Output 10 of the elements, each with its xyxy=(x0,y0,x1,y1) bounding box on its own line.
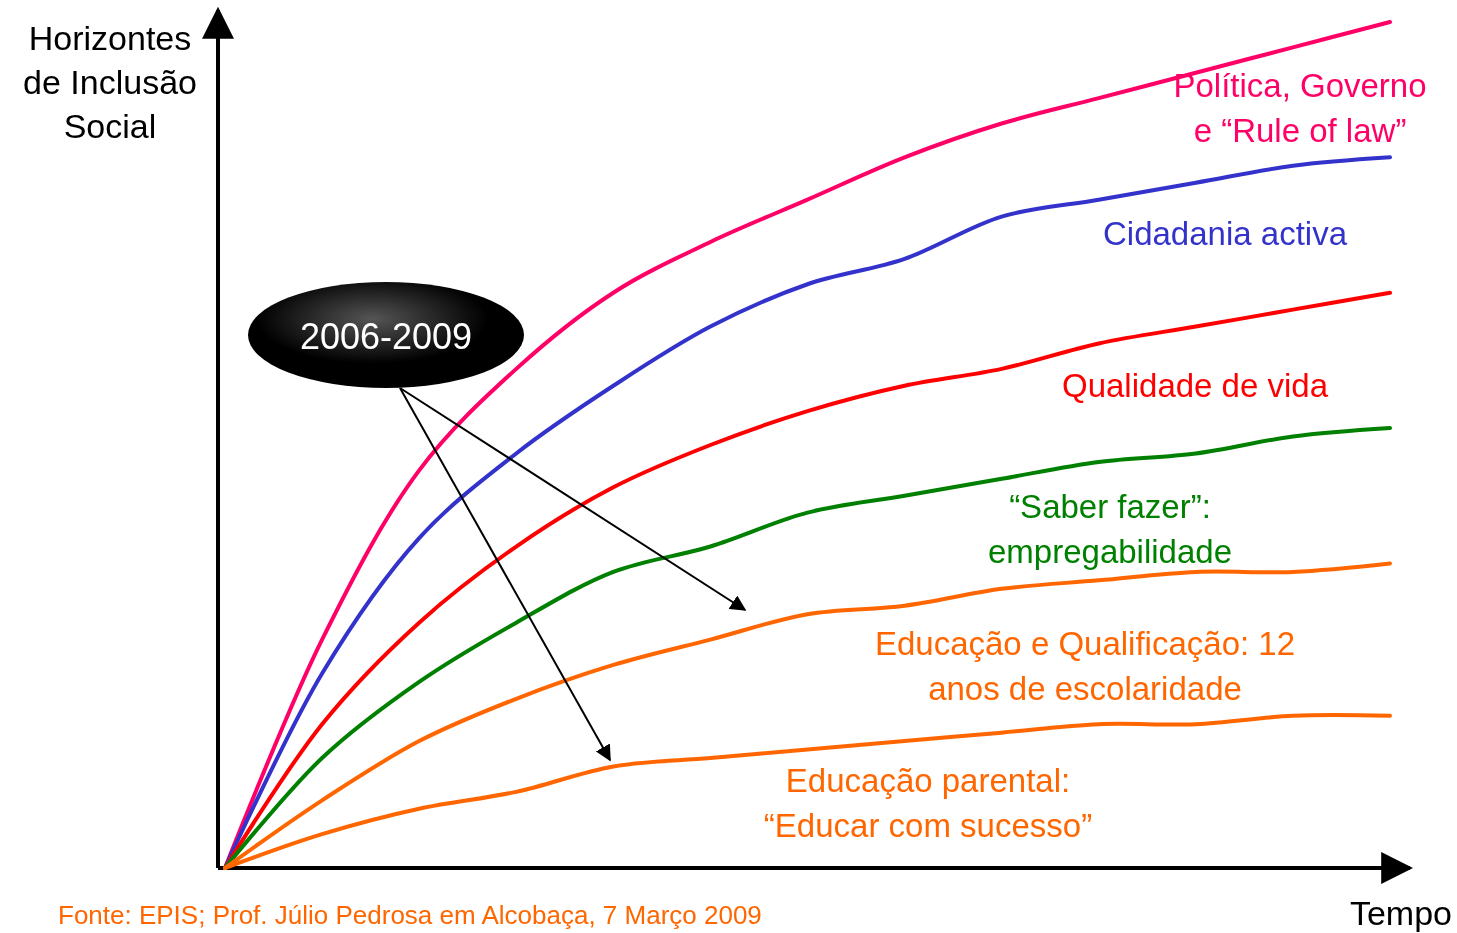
y-axis-title: Horizontes de Inclusão Social xyxy=(23,19,197,145)
source-note: Fonte: EPIS; Prof. Júlio Pedrosa em Alcobaça, 7 Março 2009 xyxy=(58,900,762,930)
x-axis-title: Tempo xyxy=(1349,894,1452,932)
series-label: Educação parental: “Educar com sucesso” xyxy=(763,762,1093,844)
annotation: 2006-2009 xyxy=(299,316,473,357)
series-label: Educação e Qualificação: 12 anos de escolaridade xyxy=(874,625,1296,707)
series-label: Qualidade de vida xyxy=(1061,367,1329,404)
series-label: “Saber fazer”: empregabilidade xyxy=(987,488,1233,570)
series-label: Política, Governo e “Rule of law” xyxy=(1173,67,1427,149)
series-label: Cidadania activa xyxy=(1103,215,1348,252)
